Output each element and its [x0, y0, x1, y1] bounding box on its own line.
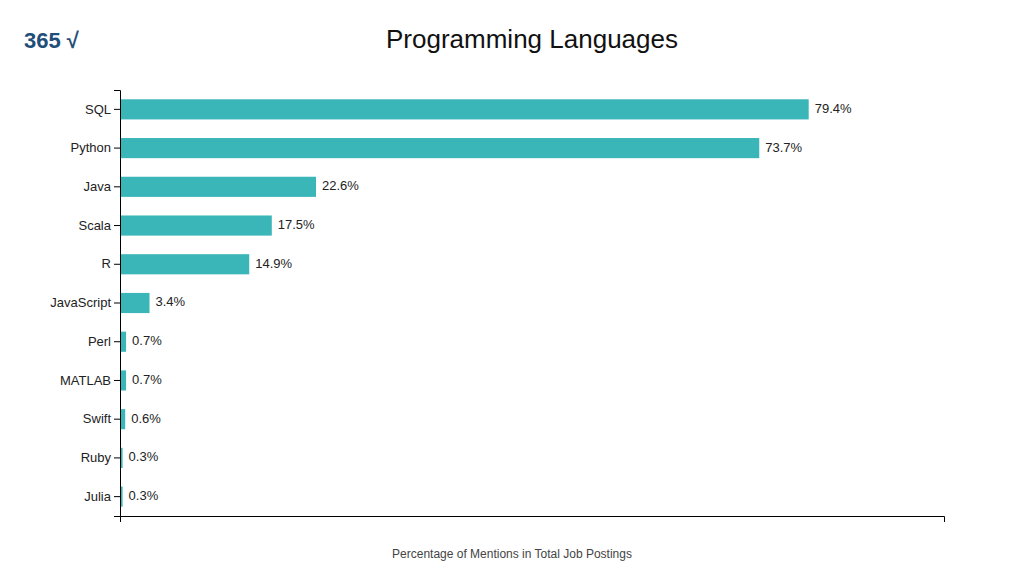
annotations: 365√ — [24, 28, 80, 53]
data-label: 14.9% — [255, 256, 292, 271]
tick-mark — [114, 457, 120, 458]
axis-line — [121, 517, 945, 523]
annotation: √ — [67, 28, 80, 53]
tick-label: Scala — [78, 218, 111, 233]
bar — [120, 293, 149, 313]
bar — [120, 215, 272, 235]
bar — [120, 138, 759, 158]
tick: Swift — [83, 411, 120, 426]
tick: MATLAB — [60, 373, 120, 388]
tick-label: R — [102, 256, 111, 271]
data-label: 0.3% — [129, 488, 159, 503]
data-label: 0.6% — [131, 411, 161, 426]
tick-mark — [114, 264, 120, 265]
tick: Ruby — [81, 450, 120, 465]
data-label: 3.4% — [155, 294, 185, 309]
tick-label: Java — [84, 179, 112, 194]
tick-mark — [114, 303, 120, 304]
bars — [120, 99, 809, 506]
tick-mark — [114, 186, 120, 187]
tick: R — [102, 256, 120, 271]
annotation: 365 — [24, 28, 61, 53]
tick-label: JavaScript — [50, 295, 111, 310]
tick-mark — [114, 148, 120, 149]
tick-mark — [114, 380, 120, 381]
tick-label: MATLAB — [60, 373, 111, 388]
bar — [120, 254, 249, 274]
tick: Scala — [78, 218, 120, 233]
data-label: 22.6% — [322, 178, 359, 193]
tick-mark — [114, 341, 120, 342]
tick: Python — [71, 140, 120, 155]
bar — [120, 177, 316, 197]
data-label: 79.4% — [815, 101, 852, 116]
tick-label: Python — [71, 140, 111, 155]
tick: Perl — [88, 334, 120, 349]
tick-mark — [114, 496, 120, 497]
tick-label: Ruby — [81, 450, 112, 465]
title: Programming Languages — [386, 24, 678, 54]
data-labels: 79.4% 73.7% 22.6% 17.5% 14.9% 3.4% 0.7% 0.7% 0.6… — [129, 101, 852, 503]
tick-mark — [114, 225, 120, 226]
tick: SQL — [85, 102, 120, 117]
value-axis — [121, 517, 945, 523]
tick: JavaScript — [50, 295, 120, 310]
tick: Julia — [84, 489, 120, 504]
data-label: 0.7% — [132, 333, 162, 348]
category-axis: SQL Python Java Scala R JavaScript Perl MATLAB S… — [50, 91, 120, 517]
chart: SQL Python Java Scala R JavaScript Perl MATLAB S… — [0, 0, 1024, 576]
data-label: 0.3% — [129, 449, 159, 464]
x-axis-title: Percentage of Mentions in Total Job Post… — [392, 547, 632, 561]
tick-label: Swift — [83, 411, 112, 426]
bar — [120, 99, 809, 119]
data-label: 73.7% — [765, 140, 802, 155]
tick-label: Julia — [84, 489, 112, 504]
tick-mark — [114, 109, 120, 110]
data-label: 17.5% — [278, 217, 315, 232]
tick-label: SQL — [85, 102, 111, 117]
tick: Java — [84, 179, 120, 194]
data-label: 0.7% — [132, 372, 162, 387]
axis-line — [114, 91, 121, 517]
tick-mark — [114, 419, 120, 420]
tick-label: Perl — [88, 334, 111, 349]
